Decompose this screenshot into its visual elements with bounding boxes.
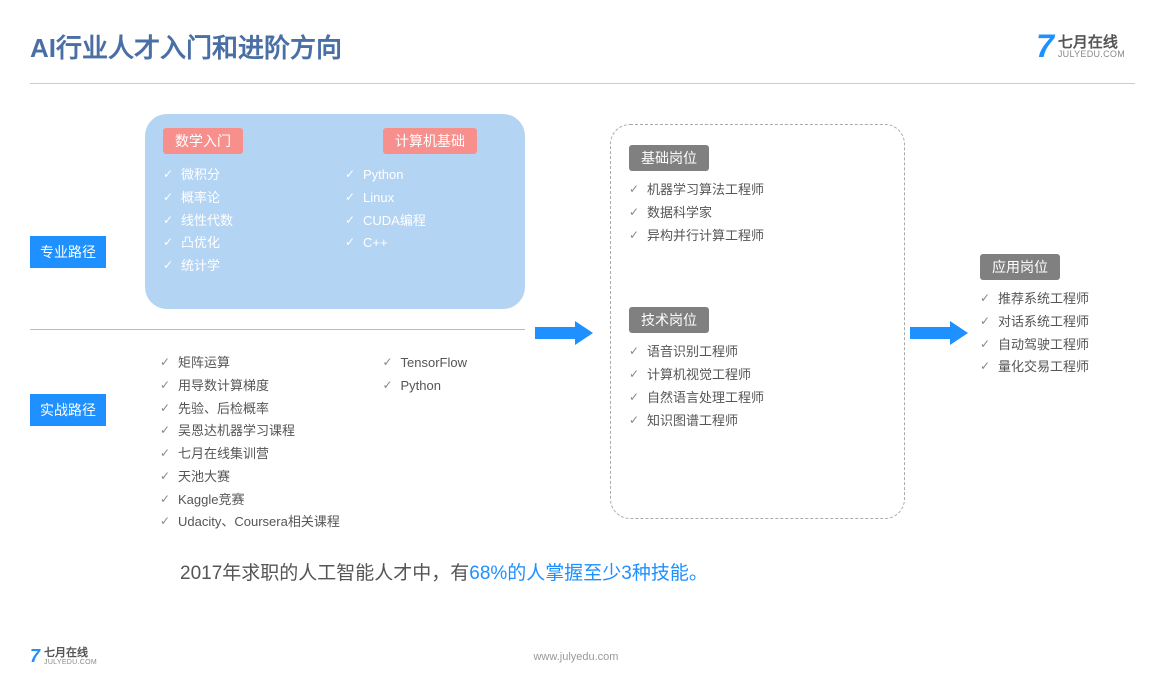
application-jobs-section: 应用岗位 推荐系统工程师 对话系统工程师 自动驾驶工程师 量化交易工程师 [980,254,1155,379]
app-jobs-pill: 应用岗位 [980,254,1060,280]
list-item: 凸优化 [163,232,325,255]
list-item: 量化交易工程师 [980,356,1155,379]
diagram-canvas: 专业路径 实战路径 数学入门 计算机基础 微积分 概率论 线性代数 凸优化 统计… [30,114,1135,584]
jobs-dashed-box: 基础岗位 机器学习算法工程师 数据科学家 异构并行计算工程师 技术岗位 语音识别… [610,124,905,519]
logo-seven-icon: 7 [30,646,40,667]
footer: 7 七月在线 JULYEDU.COM www.julyedu.com [0,646,1165,667]
list-item: TensorFlow [383,352,521,375]
path-divider [30,329,525,330]
summary-statement: 2017年求职的人工智能人才中，有68%的人掌握至少3种技能。 [180,558,708,585]
list-item: Kaggle竞赛 [160,489,353,512]
list-item: 自动驾驶工程师 [980,334,1155,357]
arrow-to-jobs-icon [535,321,593,345]
logo-seven-icon: 7 [1036,28,1054,65]
title-divider [30,83,1135,84]
list-item: 机器学习算法工程师 [629,179,886,202]
list-item: 矩阵运算 [160,352,353,375]
page-title: AI行业人才入门和进阶方向 [30,28,342,65]
list-item: 自然语言处理工程师 [629,387,886,410]
professional-path-label: 专业路径 [30,236,106,268]
practical-col1: 矩阵运算 用导数计算梯度 先验、后检概率 吴恩达机器学习课程 七月在线集训营 天… [160,352,353,534]
list-item: 概率论 [163,187,325,210]
list-item: 天池大赛 [160,466,353,489]
list-item: 异构并行计算工程师 [629,225,886,248]
statement-highlight: 68%的人掌握至少3种技能。 [469,563,708,584]
statement-pre: 2017年求职的人工智能人才中，有 [180,563,469,584]
practical-col2: TensorFlow Python [383,352,521,398]
tech-jobs-pill: 技术岗位 [629,307,709,333]
app-jobs-list: 推荐系统工程师 对话系统工程师 自动驾驶工程师 量化交易工程师 [980,288,1155,379]
list-item: Linux [345,187,507,210]
list-item: 对话系统工程师 [980,311,1155,334]
list-item: 统计学 [163,255,325,278]
list-item: Python [345,164,507,187]
list-item: 计算机视觉工程师 [629,364,886,387]
header: AI行业人才入门和进阶方向 7 七月在线 JULYEDU.COM [0,0,1165,75]
list-item: Udacity、Coursera相关课程 [160,511,353,534]
list-item: 微积分 [163,164,325,187]
list-item: C++ [345,232,507,255]
basic-jobs-section: 基础岗位 机器学习算法工程师 数据科学家 异构并行计算工程师 [629,145,886,247]
cs-foundations-pill: 计算机基础 [383,128,477,154]
footer-logo-cn: 七月在线 [44,648,97,659]
list-item: 知识图谱工程师 [629,410,886,433]
list-item: 先验、后检概率 [160,398,353,421]
practical-path-label: 实战路径 [30,394,106,426]
list-item: Python [383,375,521,398]
logo-en: JULYEDU.COM [1058,50,1125,59]
list-item: 七月在线集训营 [160,443,353,466]
footer-logo-en: JULYEDU.COM [44,659,97,666]
footer-url: www.julyedu.com [533,651,618,663]
logo-cn: 七月在线 [1058,35,1125,50]
list-item: 推荐系统工程师 [980,288,1155,311]
tech-jobs-list: 语音识别工程师 计算机视觉工程师 自然语言处理工程师 知识图谱工程师 [629,341,886,432]
list-item: 线性代数 [163,210,325,233]
cs-list: Python Linux CUDA编程 C++ [345,164,507,255]
footer-logo: 7 七月在线 JULYEDU.COM [30,646,97,667]
list-item: 数据科学家 [629,202,886,225]
math-foundations-pill: 数学入门 [163,128,243,154]
practical-lists: 矩阵运算 用导数计算梯度 先验、后检概率 吴恩达机器学习课程 七月在线集训营 天… [160,352,520,534]
basic-jobs-list: 机器学习算法工程师 数据科学家 异构并行计算工程师 [629,179,886,247]
list-item: 吴恩达机器学习课程 [160,420,353,443]
list-item: 用导数计算梯度 [160,375,353,398]
arrow-to-app-jobs-icon [910,321,968,345]
tech-jobs-section: 技术岗位 语音识别工程师 计算机视觉工程师 自然语言处理工程师 知识图谱工程师 [629,307,886,432]
basic-jobs-pill: 基础岗位 [629,145,709,171]
list-item: CUDA编程 [345,210,507,233]
math-list: 微积分 概率论 线性代数 凸优化 统计学 [163,164,325,278]
list-item: 语音识别工程师 [629,341,886,364]
brand-logo: 7 七月在线 JULYEDU.COM [1036,28,1125,65]
foundation-box: 数学入门 计算机基础 微积分 概率论 线性代数 凸优化 统计学 Python L… [145,114,525,309]
